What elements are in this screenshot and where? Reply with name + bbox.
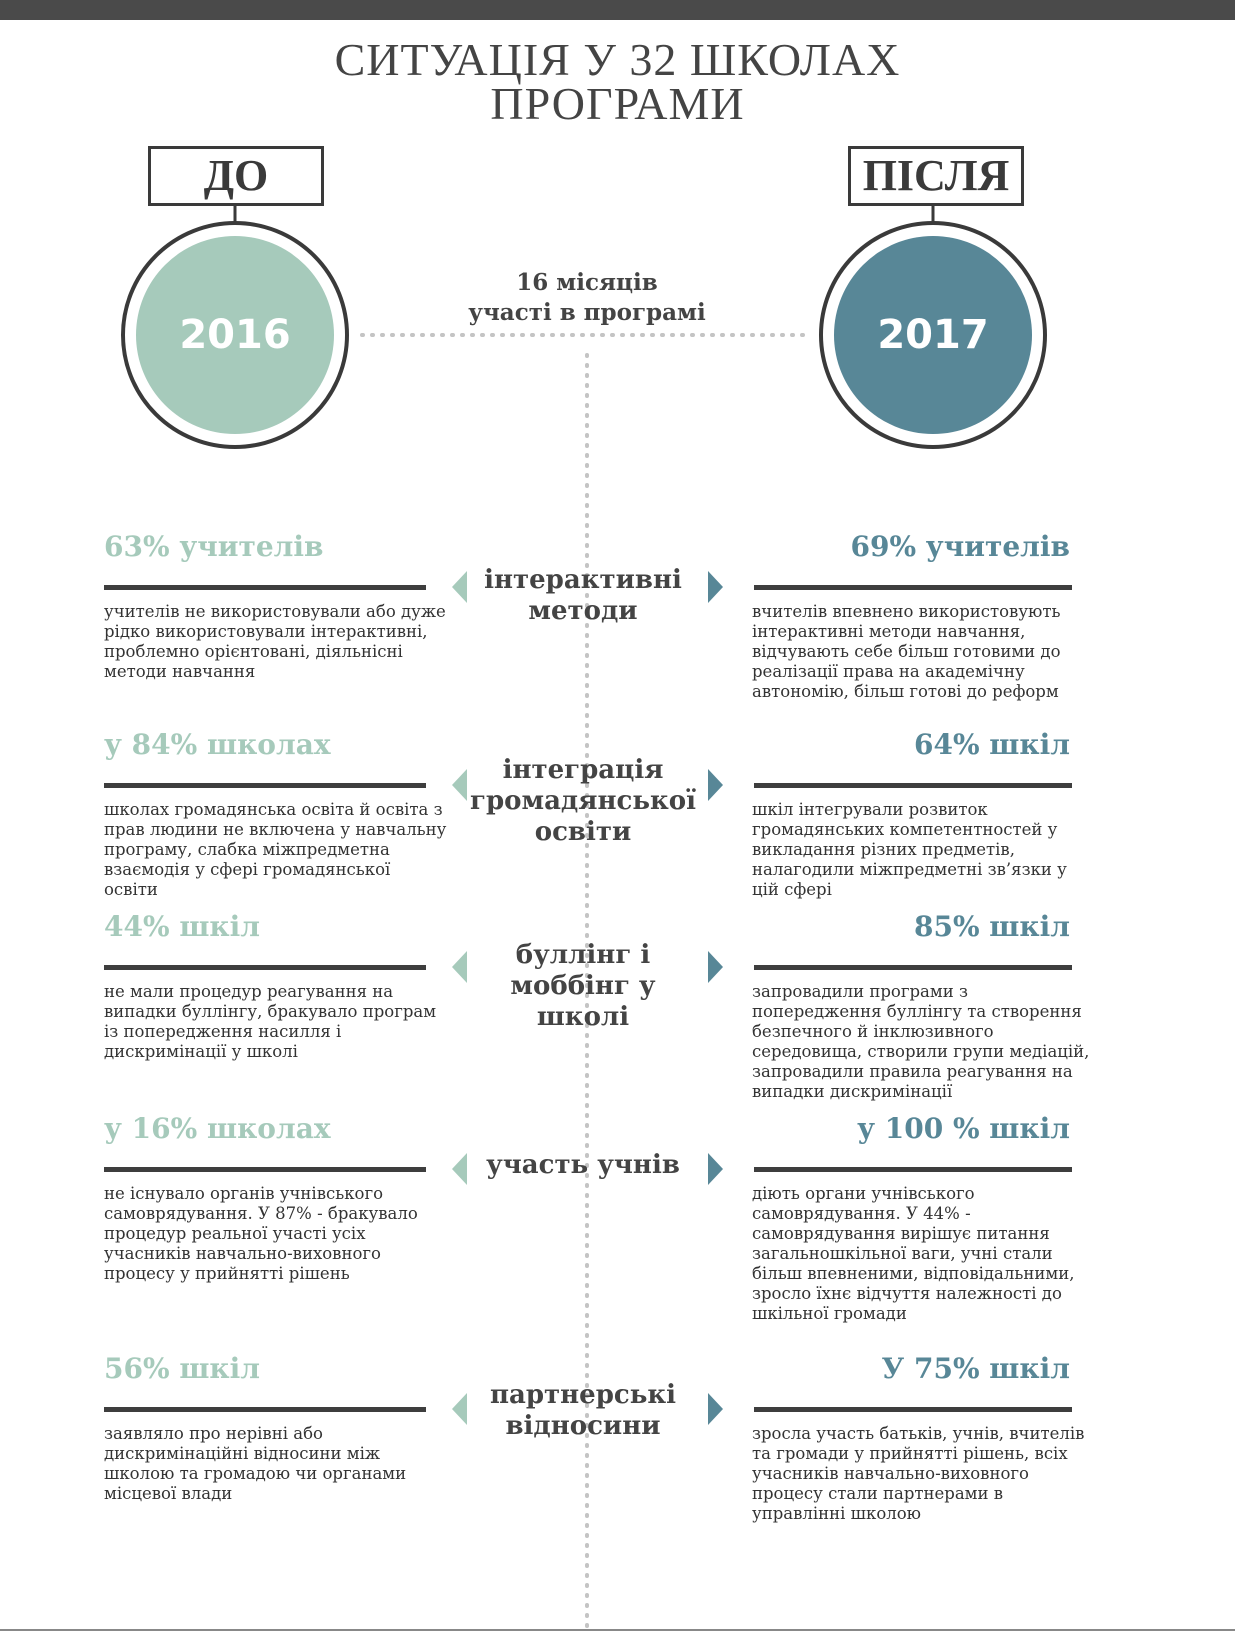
before-year: 2016 (179, 312, 291, 358)
arrow (452, 571, 467, 603)
right-headline: У 75% шкіл (881, 1352, 1070, 1385)
arrow (708, 1153, 723, 1185)
arrow (708, 951, 723, 983)
right-text: запровадили програми з попередження булл… (752, 982, 1090, 1101)
left-text: школах громадянська освіта й освіта з пр… (104, 800, 447, 899)
underline (754, 1167, 1072, 1172)
top-bar (0, 0, 1235, 20)
right-text: діють органи учнівського самоврядування.… (752, 1184, 1075, 1323)
arrow (708, 1393, 723, 1425)
underline (104, 585, 426, 590)
duration: участі в програмі (468, 299, 706, 326)
arrow (452, 1393, 467, 1425)
circle-ring (819, 221, 1047, 449)
right-headline: 64% шкіл (913, 728, 1070, 761)
left-text: заявляло про нерівні або дискримінаційні… (104, 1424, 407, 1503)
before-label: ДО (148, 146, 324, 206)
right-headline: 69% учителів (850, 530, 1070, 563)
underline (104, 1167, 426, 1172)
topic: участь учнів (486, 1150, 680, 1180)
right-headline: у 100 % шкіл (857, 1112, 1070, 1145)
right-text: вчителів впевнено використовують інтерак… (752, 602, 1061, 701)
left-headline: 63% учителів (104, 530, 324, 563)
circle (834, 236, 1032, 434)
title: СИТУАЦІЯ У 32 ШКОЛАХ ПРОГРАМИ (334, 34, 901, 129)
circle (136, 236, 334, 434)
arrow (452, 769, 467, 801)
left-text: не існувало органів учнівського самовряд… (104, 1184, 418, 1283)
underline (754, 783, 1072, 788)
arrow (452, 951, 467, 983)
arrow (452, 1153, 467, 1185)
right-headline: 85% шкіл (913, 910, 1070, 943)
arrow (708, 571, 723, 603)
duration: 16 місяців (516, 269, 658, 296)
underline (104, 1407, 426, 1412)
left-headline: 56% шкіл (104, 1352, 261, 1385)
after-label: ПІСЛЯ (848, 146, 1024, 206)
left-headline: у 16% школах (104, 1112, 331, 1145)
left-headline: 44% шкіл (104, 910, 261, 943)
underline (104, 965, 426, 970)
topic: інтерактивні методи (484, 565, 682, 626)
underline (104, 783, 426, 788)
circle-ring (121, 221, 349, 449)
arrow (708, 769, 723, 801)
left-text: учителів не використовували або дуже рід… (104, 602, 446, 681)
topic: інтеграція громадянської освіти (470, 755, 696, 847)
topic: партнерські відносини (489, 1380, 677, 1441)
left-text: не мали процедур реагування на випадки б… (104, 982, 437, 1061)
after-year: 2017 (877, 312, 989, 358)
topic: буллінг і моббінг у школі (510, 940, 656, 1032)
right-text: шкіл інтегрували розвиток громадянських … (752, 800, 1067, 899)
underline (754, 1407, 1072, 1412)
left-headline: у 84% школах (104, 728, 331, 761)
right-text: зросла участь батьків, учнів, вчителів т… (752, 1424, 1085, 1523)
underline (754, 965, 1072, 970)
underline (754, 585, 1072, 590)
